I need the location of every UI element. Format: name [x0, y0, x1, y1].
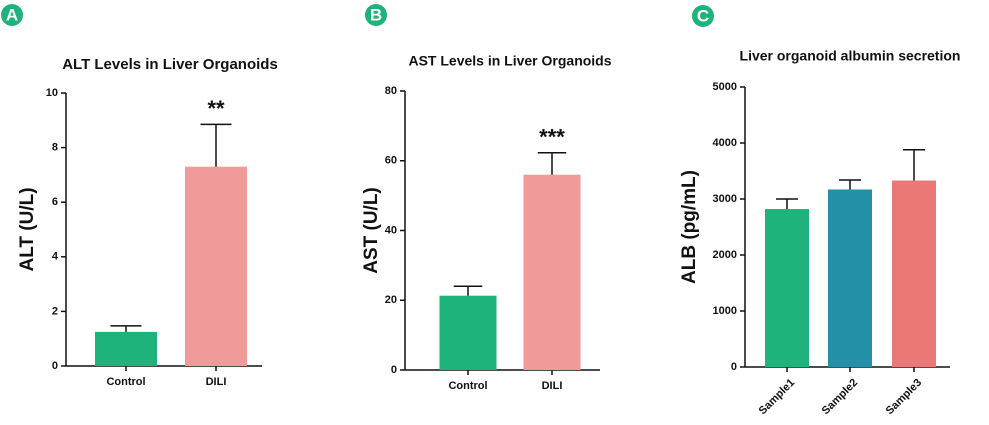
y-tick-label: 40 [385, 224, 397, 236]
bar [828, 189, 872, 367]
bar [892, 180, 936, 367]
x-tick-label: Sample3 [884, 377, 924, 417]
y-axis-label: ALT (U/L) [17, 187, 38, 271]
x-tick-label: Sample1 [757, 377, 797, 417]
y-tick-label: 0 [391, 364, 397, 376]
panel-label: A [6, 5, 18, 24]
y-axis-label: ALB (pg/mL) [679, 170, 700, 284]
x-tick-label: DILI [542, 380, 563, 392]
bar [185, 166, 247, 366]
x-tick-label: Sample2 [820, 377, 860, 417]
bar [523, 174, 581, 370]
significance-label: *** [539, 125, 565, 150]
x-tick-label: Control [106, 376, 145, 388]
y-tick-label: 5000 [713, 81, 737, 93]
y-tick-label: 4 [52, 251, 59, 263]
y-tick-label: 10 [46, 87, 58, 99]
x-tick-label: Control [448, 380, 487, 392]
y-tick-label: 0 [52, 360, 58, 372]
chart-title: Liver organoid albumin secretion [740, 48, 961, 64]
chart-title: ALT Levels in Liver Organoids [62, 56, 278, 73]
y-tick-label: 8 [52, 142, 58, 154]
y-tick-label: 6 [52, 196, 58, 208]
panel-badge [365, 4, 387, 26]
y-tick-label: 4000 [713, 137, 737, 149]
y-axis-label: AST (U/L) [361, 187, 382, 274]
panel-label: B [370, 5, 382, 24]
y-tick-label: 20 [385, 294, 397, 306]
bar [95, 331, 157, 366]
y-tick-label: 2000 [713, 249, 737, 261]
panel-badge [1, 4, 23, 26]
panel-label: C [697, 6, 709, 25]
bar [765, 209, 809, 367]
y-tick-label: 60 [385, 155, 397, 167]
x-tick-label: DILI [206, 376, 227, 388]
y-tick-label: 2 [52, 305, 58, 317]
y-tick-label: 1000 [713, 305, 737, 317]
y-tick-label: 0 [731, 361, 737, 373]
significance-label: ** [207, 96, 225, 121]
y-tick-label: 80 [385, 85, 397, 97]
y-tick-label: 3000 [713, 193, 737, 205]
bar [439, 295, 497, 370]
chart-title: AST Levels in Liver Organoids [408, 53, 611, 69]
panel-badge [692, 5, 714, 27]
